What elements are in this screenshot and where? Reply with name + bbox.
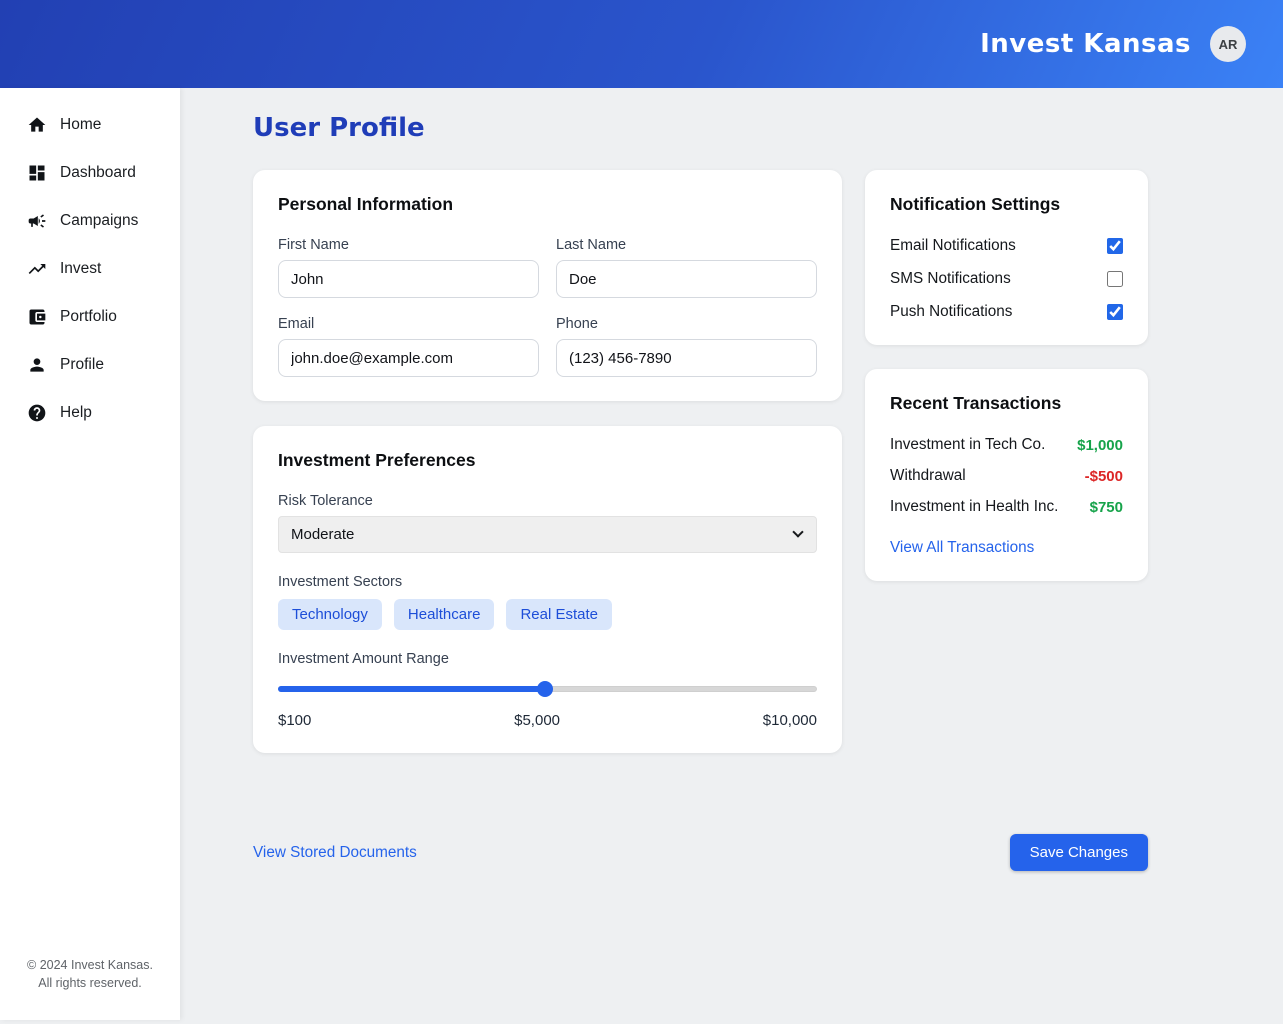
investment-sectors-label: Investment Sectors <box>278 574 403 590</box>
sector-chip-healthcare[interactable]: Healthcare <box>393 599 495 630</box>
notification-row-email: Email Notifications <box>890 237 1123 255</box>
copyright-text: © 2024 Invest Kansas. All rights reserve… <box>27 957 153 990</box>
notification-label: Email Notifications <box>890 237 1016 254</box>
slider-thumb[interactable] <box>536 681 553 697</box>
dashboard-icon <box>29 165 45 181</box>
transaction-row: Investment in Health Inc. $750 <box>890 498 1123 516</box>
transaction-amount: $1,000 <box>1077 436 1123 454</box>
transaction-amount: $750 <box>1089 498 1123 516</box>
range-max-label: $10,000 <box>762 712 817 729</box>
risk-tolerance-value: Moderate <box>291 526 355 543</box>
sidebar-item-label: Dashboard <box>60 164 136 181</box>
save-changes-button[interactable]: Save Changes <box>1009 834 1148 871</box>
sidebar: Home Dashboard Campaigns Invest Portfoli… <box>0 88 180 1020</box>
notification-row-sms: SMS Notifications <box>890 270 1123 288</box>
trending-up-icon <box>28 264 46 274</box>
sidebar-item-label: Campaigns <box>60 212 139 229</box>
personal-information-card: Personal Information First Name Last Nam… <box>253 170 842 401</box>
investment-amount-slider[interactable] <box>278 681 817 697</box>
sidebar-item-label: Profile <box>60 356 104 373</box>
risk-tolerance-label: Risk Tolerance <box>278 493 373 509</box>
first-name-field[interactable] <box>278 260 539 298</box>
slider-fill <box>278 686 545 692</box>
notification-checkbox[interactable] <box>1107 271 1123 287</box>
megaphone-icon <box>28 214 46 228</box>
sector-chip-real-estate[interactable]: Real Estate <box>506 599 612 630</box>
user-avatar[interactable]: AR <box>1210 26 1246 62</box>
transaction-label: Investment in Health Inc. <box>890 498 1059 515</box>
card-title: Notification Settings <box>890 194 1061 214</box>
sector-chip-technology[interactable]: Technology <box>278 599 382 630</box>
sidebar-item-portfolio[interactable]: Portfolio <box>0 293 180 341</box>
app-header: Invest Kansas AR <box>0 0 1283 88</box>
transaction-row: Investment in Tech Co. $1,000 <box>890 436 1123 454</box>
notification-settings-card: Notification Settings Email Notification… <box>865 170 1148 345</box>
home-icon <box>28 117 46 132</box>
investment-preferences-card: Investment Preferences Risk Tolerance Mo… <box>253 426 842 753</box>
person-icon <box>30 358 44 372</box>
sidebar-item-label: Invest <box>60 260 102 277</box>
last-name-label: Last Name <box>556 237 627 253</box>
sidebar-item-label: Home <box>60 116 102 133</box>
sidebar-item-label: Help <box>60 404 92 421</box>
sidebar-item-campaigns[interactable]: Campaigns <box>0 197 180 245</box>
view-all-transactions-link[interactable]: View All Transactions <box>890 539 1035 556</box>
card-title: Personal Information <box>278 194 454 214</box>
email-field[interactable] <box>278 339 539 377</box>
sidebar-item-dashboard[interactable]: Dashboard <box>0 149 180 197</box>
risk-tolerance-select[interactable]: Moderate <box>278 516 817 553</box>
investment-amount-range-label: Investment Amount Range <box>278 651 449 667</box>
wallet-icon <box>29 309 46 325</box>
sidebar-item-help[interactable]: Help <box>0 389 180 437</box>
transaction-label: Withdrawal <box>890 467 966 484</box>
card-title: Recent Transactions <box>890 393 1062 413</box>
help-icon <box>28 404 46 422</box>
notification-row-push: Push Notifications <box>890 303 1123 321</box>
page-title: User Profile <box>253 113 425 143</box>
range-min-label: $100 <box>278 712 312 729</box>
notification-label: SMS Notifications <box>890 270 1011 287</box>
notification-checkbox[interactable] <box>1107 238 1123 254</box>
range-mid-label: $5,000 <box>514 712 561 729</box>
card-title: Investment Preferences <box>278 450 476 470</box>
email-label: Email <box>278 316 315 332</box>
sidebar-item-home[interactable]: Home <box>0 101 180 149</box>
recent-transactions-card: Recent Transactions Investment in Tech C… <box>865 369 1148 581</box>
app-title: Invest Kansas <box>980 29 1191 59</box>
last-name-field[interactable] <box>556 260 817 298</box>
first-name-label: First Name <box>278 237 349 253</box>
phone-label: Phone <box>556 316 598 332</box>
sidebar-item-profile[interactable]: Profile <box>0 341 180 389</box>
main-content: User Profile Personal Information First … <box>180 88 1283 1022</box>
transaction-label: Investment in Tech Co. <box>890 436 1046 453</box>
transaction-row: Withdrawal -$500 <box>890 467 1123 485</box>
view-stored-documents-link[interactable]: View Stored Documents <box>253 843 417 861</box>
transaction-amount: -$500 <box>1084 467 1123 485</box>
notification-label: Push Notifications <box>890 303 1013 320</box>
sidebar-item-label: Portfolio <box>60 308 117 325</box>
phone-field[interactable] <box>556 339 817 377</box>
sidebar-item-invest[interactable]: Invest <box>0 245 180 293</box>
notification-checkbox[interactable] <box>1107 304 1123 320</box>
